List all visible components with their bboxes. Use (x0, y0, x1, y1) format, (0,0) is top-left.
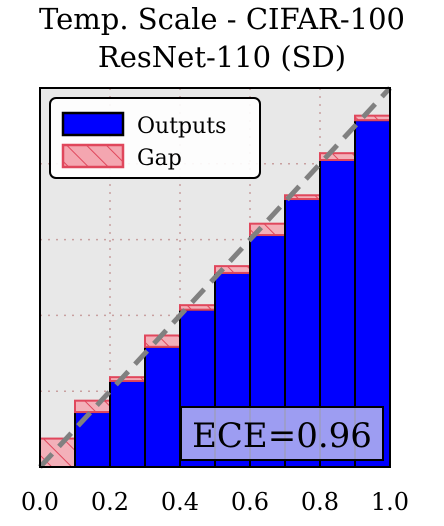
gap-hatch-4 (180, 305, 215, 310)
ece-label: ECE=0.96 (192, 416, 372, 456)
gap-hatch-9 (355, 115, 390, 121)
gap-hatch-1 (75, 400, 110, 413)
ece-box (180, 406, 384, 461)
plot-frame (39, 87, 391, 468)
legend-label-gap: Gap (137, 146, 182, 171)
x-axis-ticks: 0.0 0.2 0.4 0.6 0.8 1.0 (21, 488, 409, 516)
legend-swatch-outputs (61, 111, 125, 137)
legend: Outputs Gap (49, 97, 261, 179)
x-tick-label-5: 1.0 (371, 488, 409, 516)
legend-label-outputs: Outputs (137, 114, 226, 139)
gap-hatch-3 (145, 335, 180, 347)
x-tick-label-2: 0.4 (161, 488, 199, 516)
gap-hatch-7 (285, 195, 320, 200)
legend-swatch-gap-hatch (63, 145, 123, 167)
gap-hatch-6 (250, 223, 285, 236)
gap-hatch-8 (320, 153, 355, 161)
chart-subtitle: ResNet-110 (SD) (97, 40, 347, 74)
x-tick-label-4: 0.8 (301, 488, 339, 516)
x-tick-label-1: 0.2 (91, 488, 129, 516)
x-tick-label-0: 0.0 (21, 488, 59, 516)
gap-hatch-5 (215, 266, 250, 273)
output-bar-2 (109, 379, 146, 469)
gap-hatch-2 (110, 377, 145, 381)
chart-title: Temp. Scale - CIFAR-100 (39, 2, 405, 36)
perfect-calibration-line (38, 86, 392, 469)
ece-annotation: ECE=0.96 (180, 406, 384, 461)
output-bar-3 (144, 345, 181, 468)
x-tick-label-3: 0.6 (231, 488, 269, 516)
